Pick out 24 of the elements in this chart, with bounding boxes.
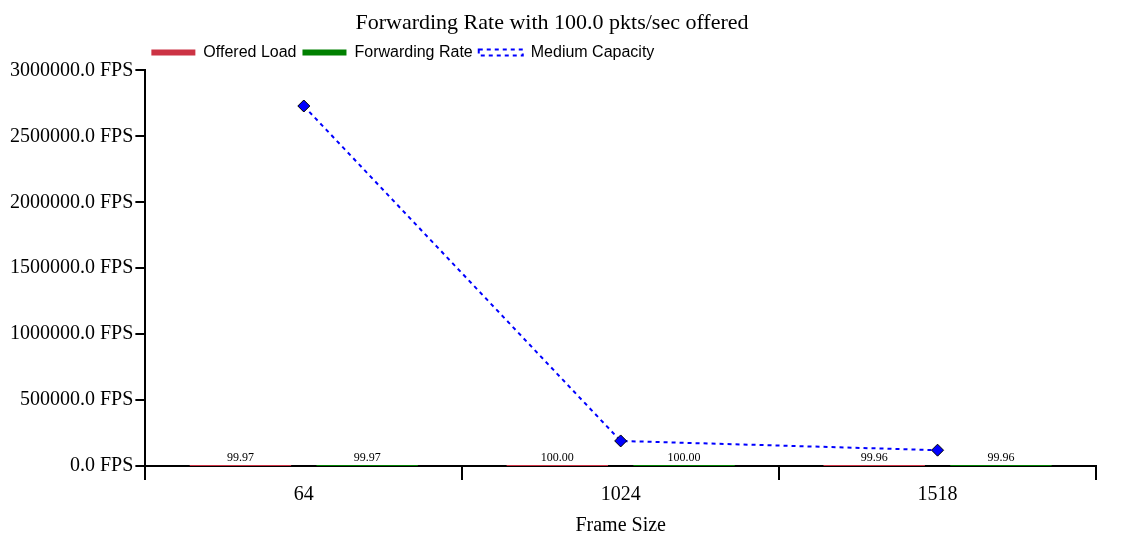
x-tick-label: 64	[293, 482, 314, 505]
data-label: 99.97	[353, 450, 381, 465]
legend-label: Offered Load	[203, 42, 297, 60]
point	[614, 434, 628, 448]
point	[297, 99, 311, 113]
legend-label: Forwarding Rate	[354, 42, 473, 60]
data-label: 100.00	[540, 450, 574, 465]
y-tick-label: 2000000.0 FPS	[9, 189, 134, 212]
x-axis-title: Frame Size	[575, 513, 667, 536]
y-tick-label: 0.0 FPS	[69, 453, 134, 476]
y-tick-label: 1000000.0 FPS	[9, 321, 134, 344]
data-label: 99.97	[226, 450, 254, 465]
x-tick-label: 1518	[917, 482, 958, 505]
y-tick-label: 500000.0 FPS	[19, 387, 134, 410]
chart-title: Forwarding Rate with 100.0 pkts/sec offered	[355, 8, 749, 34]
data-label: 100.00	[667, 450, 701, 465]
data-label: 99.96	[860, 450, 888, 465]
y-tick-label: 2500000.0 FPS	[9, 123, 134, 146]
point	[931, 443, 945, 457]
legend-label: Medium Capacity	[530, 42, 655, 60]
data-label: 99.96	[987, 450, 1015, 465]
x-tick-label: 1024	[600, 482, 641, 505]
y-tick-label: 1500000.0 FPS	[9, 255, 134, 278]
y-tick-label: 3000000.0 FPS	[9, 57, 134, 80]
